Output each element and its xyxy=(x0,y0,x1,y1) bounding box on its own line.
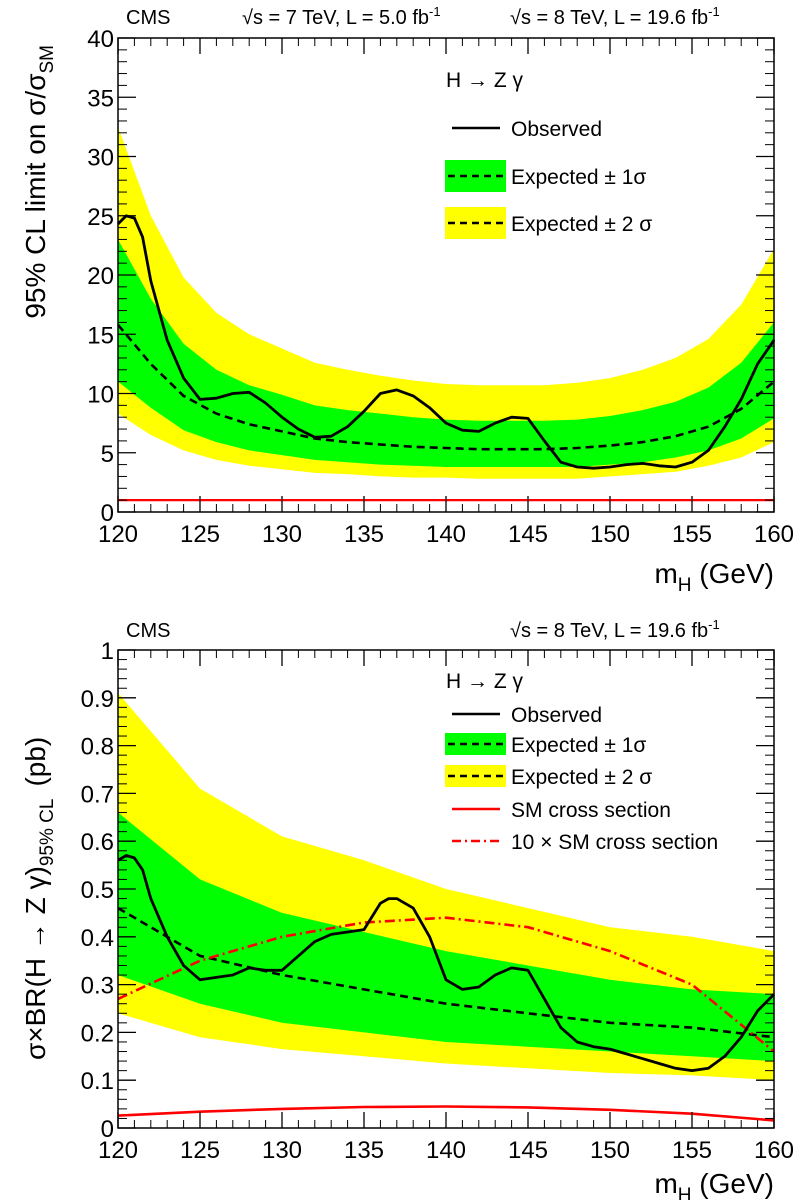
bottom-x-tick-label: 135 xyxy=(344,1137,384,1164)
bottom-y-tick-label: 1 xyxy=(101,638,114,665)
bottom-legend-sm10-label: 10 × SM cross section xyxy=(511,831,718,854)
bottom-sm10-line xyxy=(117,916,775,1053)
top-legend-observed-label: Observed xyxy=(511,118,602,141)
top-y-tick-label: 20 xyxy=(87,263,114,290)
top-y-tick-label: 40 xyxy=(87,26,114,53)
top-y-tick-label: 15 xyxy=(87,322,114,349)
top-x-tick-label: 160 xyxy=(754,521,794,548)
bottom-y-tick-label: 0.6 xyxy=(81,829,114,856)
bottom-x-tick-label: 125 xyxy=(180,1137,220,1164)
top-x-tick-label: 155 xyxy=(672,521,712,548)
bottom-x-tick-label: 150 xyxy=(590,1137,630,1164)
bottom-y-tick-label: 0.4 xyxy=(81,925,114,952)
bottom-y-tick-label: 0.3 xyxy=(81,973,114,1000)
top-observed-line xyxy=(117,214,776,470)
top-legend-title: H → Z γ xyxy=(446,69,523,92)
bottom-legend: H → Z γ Observed Expected ± 1σ Expected … xyxy=(445,670,718,854)
bottom-y-tick-label: 0.8 xyxy=(81,734,114,761)
top-y-tick-label: 5 xyxy=(101,441,114,468)
bottom-y-axis-label: σ×BR(H → Z γ)95% CL(pb) xyxy=(20,737,58,1060)
bottom-sm-line xyxy=(117,1105,775,1122)
bottom-legend-title: H → Z γ xyxy=(446,670,523,693)
top-x-tick-label: 130 xyxy=(262,521,302,548)
top-band-1sigma xyxy=(118,239,774,467)
bottom-legend-exp1-label: Expected ± 1σ xyxy=(511,734,646,757)
bottom-xsec-plot: 120 125 130 135 140 145 150 155 160 0 0.1 0.2 0.3 0.4… xyxy=(20,617,794,1200)
top-x-tick-label: 135 xyxy=(344,521,384,548)
top-y-axis-label: 95% CL limit on σ/σSM xyxy=(20,45,58,319)
bottom-band-1sigma xyxy=(118,812,774,1062)
bottom-header-8tev: √s = 8 TeV, L = 19.6 fb-1 xyxy=(510,617,720,642)
bottom-y-tick-label: 0.2 xyxy=(81,1020,114,1047)
bottom-y-tick-label: 0.7 xyxy=(81,781,114,808)
top-header-8tev: √s = 8 TeV, L = 19.6 fb-1 xyxy=(510,4,720,29)
bottom-plot-area xyxy=(117,693,775,1122)
bottom-legend-observed-label: Observed xyxy=(511,704,602,727)
top-x-tick-label: 145 xyxy=(508,521,548,548)
bottom-x-tick-label: 155 xyxy=(672,1137,712,1164)
bottom-y-tick-label: 0.9 xyxy=(81,686,114,713)
bottom-y-tick-label: 0.1 xyxy=(81,1068,114,1095)
bottom-x-tick-label: 160 xyxy=(754,1137,794,1164)
bottom-expected-line xyxy=(117,906,775,1039)
bottom-x-tick-label: 130 xyxy=(262,1137,302,1164)
top-header-cms: CMS xyxy=(126,7,170,29)
top-limit-plot: 120 125 130 135 140 145 150 155 160 0 5 10 15 20 25 30 3… xyxy=(20,4,794,596)
top-header-7tev: √s = 7 TeV, L = 5.0 fb-1 xyxy=(242,4,441,29)
top-axes: 120 125 130 135 140 145 150 155 160 0 5 10 15 20 25 30 3… xyxy=(87,26,794,548)
top-x-tick-label: 125 xyxy=(180,521,220,548)
top-x-axis-label: mH (GeV) xyxy=(654,558,774,596)
top-x-tick-label: 120 xyxy=(98,521,138,548)
bottom-legend-sm-label: SM cross section xyxy=(511,799,671,822)
top-legend-exp1-label: Expected ± 1σ xyxy=(511,166,646,189)
top-legend-exp2-label: Expected ± 2 σ xyxy=(511,213,652,236)
top-y-tick-label: 10 xyxy=(87,382,114,409)
bottom-axes: 120 125 130 135 140 145 150 155 160 0 0.1 0.2 0.3 0.4… xyxy=(81,638,794,1164)
bottom-legend-exp2-label: Expected ± 2 σ xyxy=(511,766,652,789)
bottom-header-cms: CMS xyxy=(126,620,170,642)
top-y-tick-label: 25 xyxy=(87,204,114,231)
top-band-2sigma xyxy=(118,126,774,479)
top-x-tick-label: 150 xyxy=(590,521,630,548)
bottom-x-tick-label: 120 xyxy=(98,1137,138,1164)
top-y-tick-label: 35 xyxy=(87,85,114,112)
bottom-x-axis-label: mH (GeV) xyxy=(654,1168,774,1200)
bottom-x-tick-label: 140 xyxy=(426,1137,466,1164)
top-legend: H → Z γ Observed Expected ± 1σ Expected … xyxy=(445,69,652,239)
bottom-observed-line xyxy=(117,854,775,1072)
top-y-tick-label: 30 xyxy=(87,145,114,172)
top-y-tick-label: 0 xyxy=(101,500,114,527)
bottom-y-tick-label: 0.5 xyxy=(81,877,114,904)
top-expected-line xyxy=(117,323,775,451)
top-x-tick-label: 140 xyxy=(426,521,466,548)
bottom-x-tick-label: 145 xyxy=(508,1137,548,1164)
bottom-y-tick-label: 0 xyxy=(101,1116,114,1143)
